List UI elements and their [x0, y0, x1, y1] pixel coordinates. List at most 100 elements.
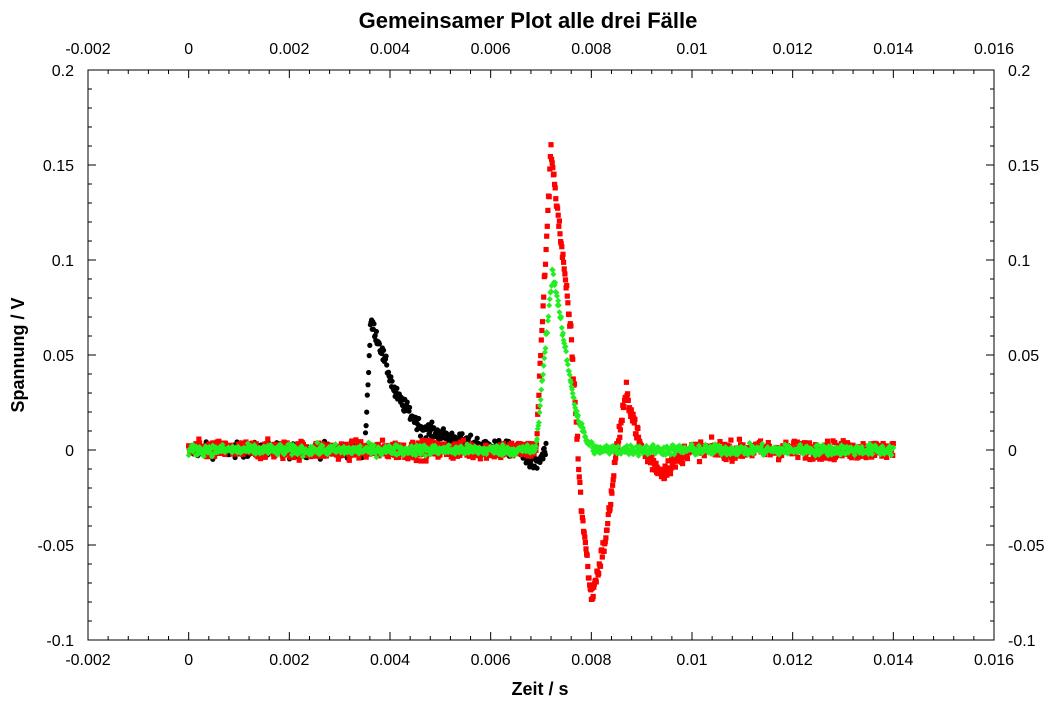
data-point — [196, 436, 202, 442]
data-point — [185, 452, 192, 459]
data-point — [590, 593, 596, 600]
series-1 — [186, 142, 896, 602]
data-point — [546, 302, 553, 309]
x-tick-label-top: 0.006 — [471, 41, 511, 58]
data-point — [559, 244, 565, 250]
data-point — [542, 345, 549, 352]
data-point — [631, 420, 637, 426]
data-point — [466, 453, 472, 459]
data-point — [543, 246, 549, 253]
data-point — [540, 303, 546, 309]
data-point — [541, 355, 548, 362]
data-point — [779, 452, 785, 459]
data-point — [589, 440, 595, 446]
data-point — [535, 411, 541, 417]
data-point — [536, 392, 542, 398]
x-tick-label-bottom: 0.01 — [676, 652, 707, 669]
data-point — [609, 490, 615, 496]
data-point — [795, 454, 801, 460]
data-point — [376, 341, 382, 347]
data-point — [371, 442, 377, 449]
data-point — [558, 240, 564, 247]
data-point — [616, 423, 622, 429]
data-point — [612, 459, 618, 465]
data-point — [863, 455, 869, 461]
data-point — [653, 460, 659, 466]
data-point — [571, 381, 578, 387]
data-point — [388, 374, 394, 380]
data-point — [604, 527, 610, 533]
data-point — [568, 337, 575, 343]
y-tick-label-right: 0.2 — [1008, 63, 1030, 80]
data-point — [509, 440, 515, 446]
data-point — [299, 453, 306, 460]
data-point — [385, 369, 392, 375]
data-point — [364, 409, 370, 415]
data-point — [565, 300, 571, 306]
data-point — [405, 456, 411, 462]
data-point — [635, 425, 641, 431]
data-point — [343, 441, 349, 447]
data-point — [547, 154, 553, 160]
data-point — [581, 530, 587, 536]
data-point — [671, 457, 677, 463]
data-point — [661, 475, 668, 481]
data-point — [549, 160, 555, 166]
x-tick-label-top: 0.008 — [571, 41, 611, 58]
data-point — [536, 409, 543, 416]
data-point — [402, 454, 408, 460]
data-point — [555, 212, 561, 218]
data-point — [582, 534, 588, 540]
x-tick-label-top: 0.01 — [676, 41, 707, 58]
data-point — [582, 539, 588, 546]
data-point — [552, 185, 558, 191]
data-point — [597, 563, 604, 569]
data-point — [358, 439, 364, 445]
data-point — [540, 362, 547, 369]
data-point — [556, 309, 563, 316]
data-point — [473, 453, 479, 459]
data-point — [643, 442, 650, 449]
data-point — [584, 552, 590, 558]
data-point — [723, 456, 729, 463]
data-point — [665, 458, 671, 464]
data-point — [759, 440, 766, 447]
chart-title: Gemeinsamer Plot alle drei Fälle — [359, 8, 698, 33]
data-point — [698, 439, 704, 445]
data-point — [791, 438, 797, 444]
data-point — [575, 456, 581, 462]
data-point — [569, 390, 576, 397]
data-point — [610, 482, 616, 488]
data-point — [537, 396, 544, 403]
data-point — [649, 454, 655, 460]
data-point — [319, 442, 326, 449]
data-point — [579, 509, 585, 515]
data-point — [353, 437, 359, 443]
x-tick-label-top: 0.016 — [974, 41, 1014, 58]
data-point — [367, 342, 373, 348]
y-tick-label-left: -0.1 — [46, 633, 74, 650]
data-point — [555, 302, 562, 309]
data-point — [583, 546, 589, 552]
data-point — [607, 506, 613, 512]
data-point — [264, 441, 270, 447]
data-point — [562, 271, 568, 277]
data-point — [561, 259, 567, 265]
tick-marks — [87, 69, 995, 641]
data-point — [400, 452, 407, 459]
data-point — [314, 439, 321, 446]
data-point — [542, 452, 549, 458]
data-point — [625, 397, 631, 403]
data-point — [552, 279, 559, 286]
data-point — [601, 548, 607, 554]
data-point — [803, 453, 809, 459]
data-point — [619, 417, 625, 423]
tick-labels: -0.002 -0.002 0 0 0.002 0.002 0.004 0.004 0.006 0… — [38, 41, 1045, 669]
data-point — [355, 441, 361, 447]
data-point — [613, 455, 619, 461]
data-point — [496, 437, 502, 444]
data-point — [667, 451, 674, 458]
data-point — [684, 456, 690, 462]
data-point — [602, 539, 608, 545]
data-point — [575, 412, 582, 419]
